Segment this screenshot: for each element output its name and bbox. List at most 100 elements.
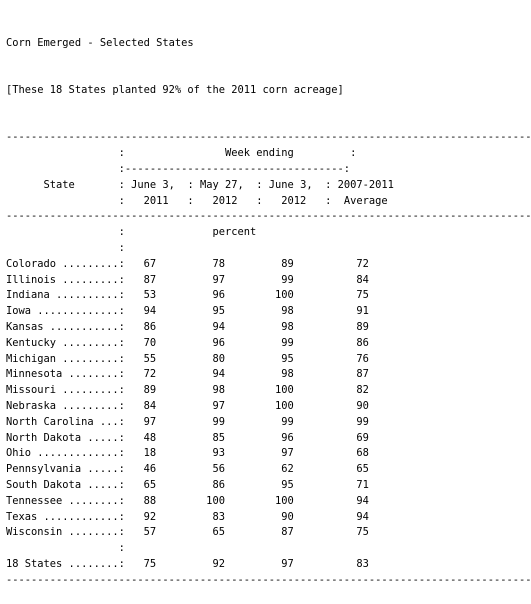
value-cell: 90 xyxy=(224,510,294,523)
value-cell: 100 xyxy=(156,494,225,507)
value-cell: 92 xyxy=(156,557,225,570)
value-cell: 95 xyxy=(224,478,294,491)
value-cell: 68 xyxy=(293,447,369,460)
blank-row: : xyxy=(6,542,125,555)
state-name: Texas ............: xyxy=(6,510,125,523)
table-row: Missouri .........: 89 98 100 82 xyxy=(6,383,531,399)
value-cell: 95 xyxy=(156,305,225,318)
value-cell: 46 xyxy=(124,463,157,476)
value-cell: 96 xyxy=(224,431,294,444)
value-cell: 99 xyxy=(293,415,369,428)
value-cell: 97 xyxy=(224,557,294,570)
value-cell: 76 xyxy=(293,352,369,365)
value-cell: 98 xyxy=(224,305,294,318)
value-cell: 94 xyxy=(156,368,225,381)
value-cell: 97 xyxy=(124,415,157,428)
value-cell: 89 xyxy=(224,257,294,270)
value-cell: 96 xyxy=(156,336,225,349)
header-week-ending-row: : Week ending : xyxy=(6,147,357,160)
value-cell: 99 xyxy=(224,273,294,286)
value-cell: 86 xyxy=(124,320,157,333)
table-row: Nebraska .........: 84 97 100 90 xyxy=(6,399,531,415)
report-title: Corn Emerged - Selected States xyxy=(6,36,194,49)
state-name: Minnesota ........: xyxy=(6,368,125,381)
value-cell: 67 xyxy=(124,257,157,270)
unit-row: : percent xyxy=(6,226,257,239)
state-name: Nebraska .........: xyxy=(6,399,125,412)
value-cell: 72 xyxy=(124,368,157,381)
separator-line: ----------------------------------------… xyxy=(6,210,531,223)
value-cell: 86 xyxy=(156,478,225,491)
value-cell: 97 xyxy=(156,399,225,412)
header-inner-rule: :-----------------------------------: xyxy=(6,162,351,175)
value-cell: 83 xyxy=(293,557,369,570)
value-cell: 18 xyxy=(124,447,157,460)
total-row: 18 States ........: 75 92 97 83 xyxy=(6,557,531,573)
value-cell: 98 xyxy=(224,368,294,381)
average-column-header: 2007-2011 xyxy=(331,178,394,191)
state-name: North Carolina ...: xyxy=(6,415,125,428)
value-cell: 65 xyxy=(156,526,225,539)
value-cell: 75 xyxy=(293,289,369,302)
week-column-header-2: May 27, xyxy=(193,178,257,191)
value-cell: 72 xyxy=(293,257,369,270)
value-cell: 100 xyxy=(224,399,294,412)
state-name: North Dakota .....: xyxy=(6,431,125,444)
state-name: 18 States ........: xyxy=(6,557,125,570)
value-cell: 90 xyxy=(293,399,369,412)
table-row: Texas ............: 92 83 90 94 xyxy=(6,510,531,526)
unit-label: percent xyxy=(212,226,257,239)
value-cell: 87 xyxy=(124,273,157,286)
value-cell: 87 xyxy=(224,526,294,539)
value-cell: 97 xyxy=(156,273,225,286)
week-column-header-1: June 3, xyxy=(124,178,188,191)
value-cell: 65 xyxy=(293,463,369,476)
state-name: Kansas ...........: xyxy=(6,320,125,333)
value-cell: 69 xyxy=(293,431,369,444)
value-cell: 99 xyxy=(224,336,294,349)
value-cell: 87 xyxy=(293,368,369,381)
state-name: Kentucky .........: xyxy=(6,336,125,349)
value-cell: 96 xyxy=(156,289,225,302)
value-cell: 98 xyxy=(156,384,225,397)
table-row: Ohio .............: 18 93 97 68 xyxy=(6,446,531,462)
value-cell: 89 xyxy=(293,320,369,333)
value-cell: 70 xyxy=(124,336,157,349)
week-column-header-3: June 3, xyxy=(262,178,326,191)
value-cell: 75 xyxy=(124,557,157,570)
value-cell: 94 xyxy=(293,494,369,507)
value-cell: 83 xyxy=(156,510,225,523)
table-row: Indiana ..........: 53 96 100 75 xyxy=(6,288,531,304)
week-ending-label: Week ending xyxy=(224,147,294,160)
value-cell: 94 xyxy=(156,320,225,333)
week-column-year-1: 2011 xyxy=(124,194,188,207)
table-row: Kansas ...........: 86 94 98 89 xyxy=(6,320,531,336)
table-row: Pennsylvania .....: 46 56 62 65 xyxy=(6,462,531,478)
value-cell: 92 xyxy=(124,510,157,523)
value-cell: 57 xyxy=(124,526,157,539)
state-name: Tennessee ........: xyxy=(6,494,125,507)
table-row: North Carolina ...: 97 99 99 99 xyxy=(6,415,531,431)
table-row: Colorado .........: 67 78 89 72 xyxy=(6,257,531,273)
value-cell: 86 xyxy=(293,336,369,349)
value-cell: 71 xyxy=(293,478,369,491)
value-cell: 94 xyxy=(293,510,369,523)
value-cell: 80 xyxy=(156,352,225,365)
value-cell: 62 xyxy=(224,463,294,476)
state-name: Wisconsin ........: xyxy=(6,526,125,539)
week-column-year-2: 2012 xyxy=(193,194,257,207)
report-subtitle: [These 18 States planted 92% of the 2011… xyxy=(6,83,344,96)
table-row: Kentucky .........: 70 96 99 86 xyxy=(6,336,531,352)
emergence-table: ----------------------------------------… xyxy=(6,130,531,588)
state-name: Colorado .........: xyxy=(6,257,125,270)
state-name: Illinois .........: xyxy=(6,273,125,286)
state-name: Indiana ..........: xyxy=(6,289,125,302)
blank-row: : xyxy=(6,241,125,254)
value-cell: 93 xyxy=(156,447,225,460)
table-row: Illinois .........: 87 97 99 84 xyxy=(6,273,531,289)
value-cell: 85 xyxy=(156,431,225,444)
value-cell: 65 xyxy=(124,478,157,491)
value-cell: 56 xyxy=(156,463,225,476)
state-column-header: State xyxy=(6,178,119,191)
